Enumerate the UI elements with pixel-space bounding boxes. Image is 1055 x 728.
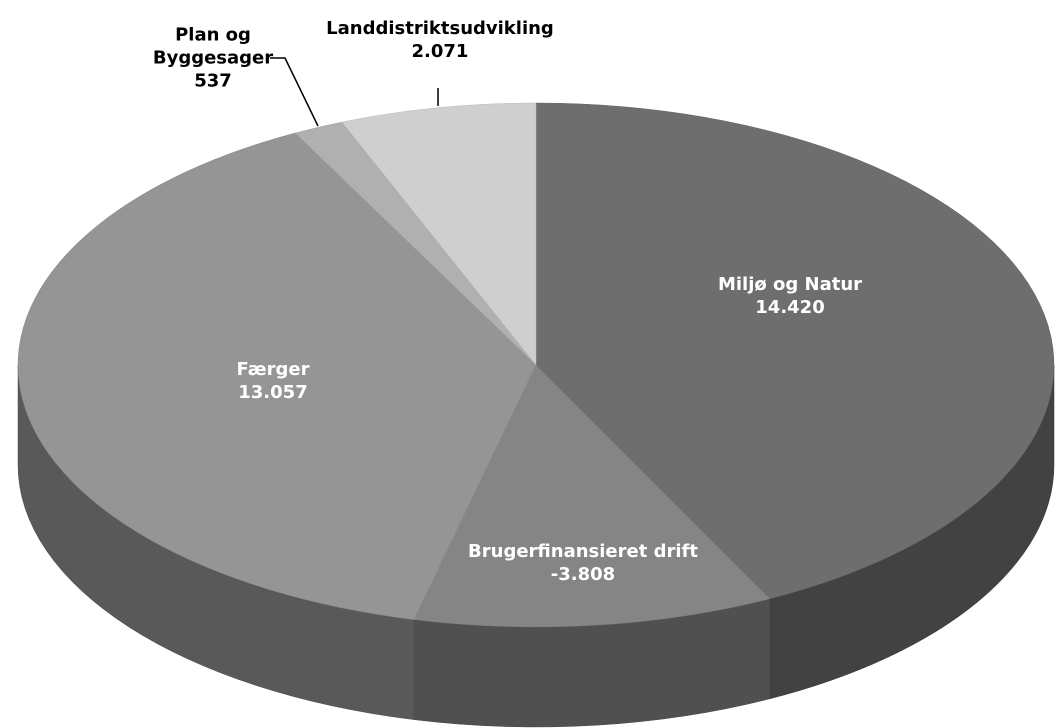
pie-slice (535, 102, 1055, 600)
data-label: Plan og Byggesager 537 (148, 24, 278, 93)
pie-slice (17, 132, 537, 620)
data-label: Færger 13.057 (237, 358, 310, 404)
value-label: 537 (194, 70, 232, 92)
data-label: Miljø og Natur 14.420 (718, 273, 862, 319)
category-label: Landdistriktsudvikling (326, 18, 554, 39)
data-label: Brugerfinansieret drift -3.808 (468, 540, 698, 586)
leader-line (270, 57, 319, 127)
value-label: -3.808 (550, 564, 616, 585)
value-label: 13.057 (238, 382, 308, 403)
pie-slice (413, 364, 771, 628)
category-label: Plan og Byggesager (152, 24, 274, 69)
pie-tops (17, 102, 1055, 628)
value-label: 2.071 (411, 41, 469, 62)
category-label: Brugerfinansieret drift (468, 541, 698, 562)
value-label: 14.420 (755, 297, 825, 318)
pie-slice (341, 102, 537, 366)
data-label: Landdistriktsudvikling 2.071 (326, 17, 554, 63)
category-label: Miljø og Natur (717, 274, 863, 295)
category-label: Færger (236, 359, 310, 380)
